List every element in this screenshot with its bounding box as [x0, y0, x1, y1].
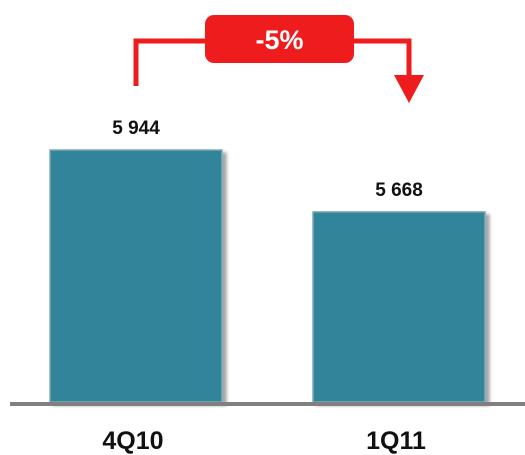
- bars-layer: [49, 149, 486, 403]
- labels-layer: 5 944 4Q10 5 668 1Q11: [102, 118, 426, 455]
- category-label-4Q10: 4Q10: [102, 427, 163, 455]
- value-label-1Q11: 5 668: [375, 180, 423, 201]
- bar-1Q11: [312, 211, 486, 403]
- change-arrow: -5%: [133, 15, 424, 103]
- change-percent-label: -5%: [255, 25, 303, 55]
- value-label-4Q10: 5 944: [112, 118, 160, 139]
- arrow-down-icon: [394, 75, 424, 103]
- change-badge: [205, 15, 354, 63]
- bar-4Q10: [49, 149, 223, 403]
- category-label-1Q11: 1Q11: [366, 427, 426, 455]
